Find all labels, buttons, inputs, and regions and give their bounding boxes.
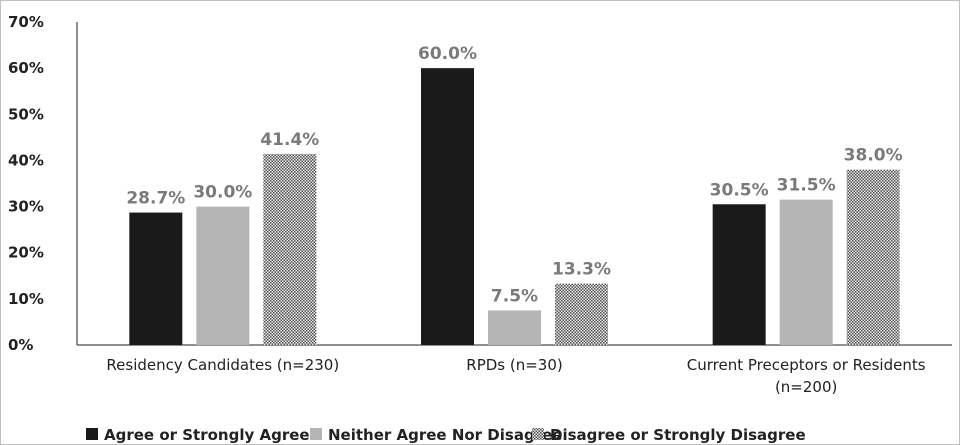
- bar: [488, 310, 541, 345]
- data-label: 7.5%: [491, 286, 538, 306]
- data-label: 41.4%: [260, 130, 319, 150]
- legend-label: Neither Agree Nor Disagree: [328, 426, 562, 444]
- bar: [421, 68, 474, 346]
- data-labels-group: 28.7% 30.0% 41.4% 60.0% 7.5% 13.3% 30.5% 31.5% 3…: [126, 44, 902, 306]
- data-label: 30.0%: [193, 183, 252, 203]
- legend-swatch: [532, 428, 544, 440]
- legend-label: Agree or Strongly Agree: [104, 426, 310, 444]
- bar: [263, 153, 317, 345]
- legend-swatch: [310, 428, 322, 440]
- y-axis-ticks: 0% 10% 20% 30% 40% 50% 60% 70%: [8, 13, 44, 354]
- data-label: 30.5%: [710, 180, 769, 200]
- bar: [712, 204, 766, 345]
- x-tick-label: Residency Candidates (n=230): [106, 356, 339, 374]
- data-label: 31.5%: [777, 176, 836, 196]
- y-tick-label: 60%: [8, 59, 44, 77]
- bar: [779, 199, 833, 345]
- data-label: 60.0%: [418, 44, 477, 64]
- y-tick-label: 0%: [8, 336, 33, 354]
- legend: Agree or Strongly Agree Neither Agree Nor…: [86, 426, 806, 444]
- data-label: 28.7%: [126, 189, 185, 209]
- legend-label: Disagree or Strongly Disagree: [550, 426, 806, 444]
- y-tick-label: 30%: [8, 198, 44, 216]
- x-axis-labels: Residency Candidates (n=230) RPDs (n=30) C…: [106, 356, 925, 396]
- x-tick-label: RPDs (n=30): [466, 356, 562, 374]
- data-label: 13.3%: [552, 260, 611, 280]
- data-label: 38.0%: [844, 146, 903, 166]
- bar: [196, 206, 250, 345]
- y-tick-label: 70%: [8, 13, 44, 31]
- bars-group: [129, 68, 900, 346]
- y-tick-label: 50%: [8, 105, 44, 123]
- bar: [129, 212, 183, 345]
- x-tick-label: Current Preceptors or Residents: [687, 356, 926, 374]
- y-tick-label: 20%: [8, 244, 44, 262]
- y-tick-label: 10%: [8, 290, 44, 308]
- x-tick-label: (n=200): [775, 378, 837, 396]
- y-tick-label: 40%: [8, 151, 44, 169]
- bar: [846, 169, 900, 345]
- legend-swatch: [86, 428, 98, 440]
- bar: [555, 283, 608, 345]
